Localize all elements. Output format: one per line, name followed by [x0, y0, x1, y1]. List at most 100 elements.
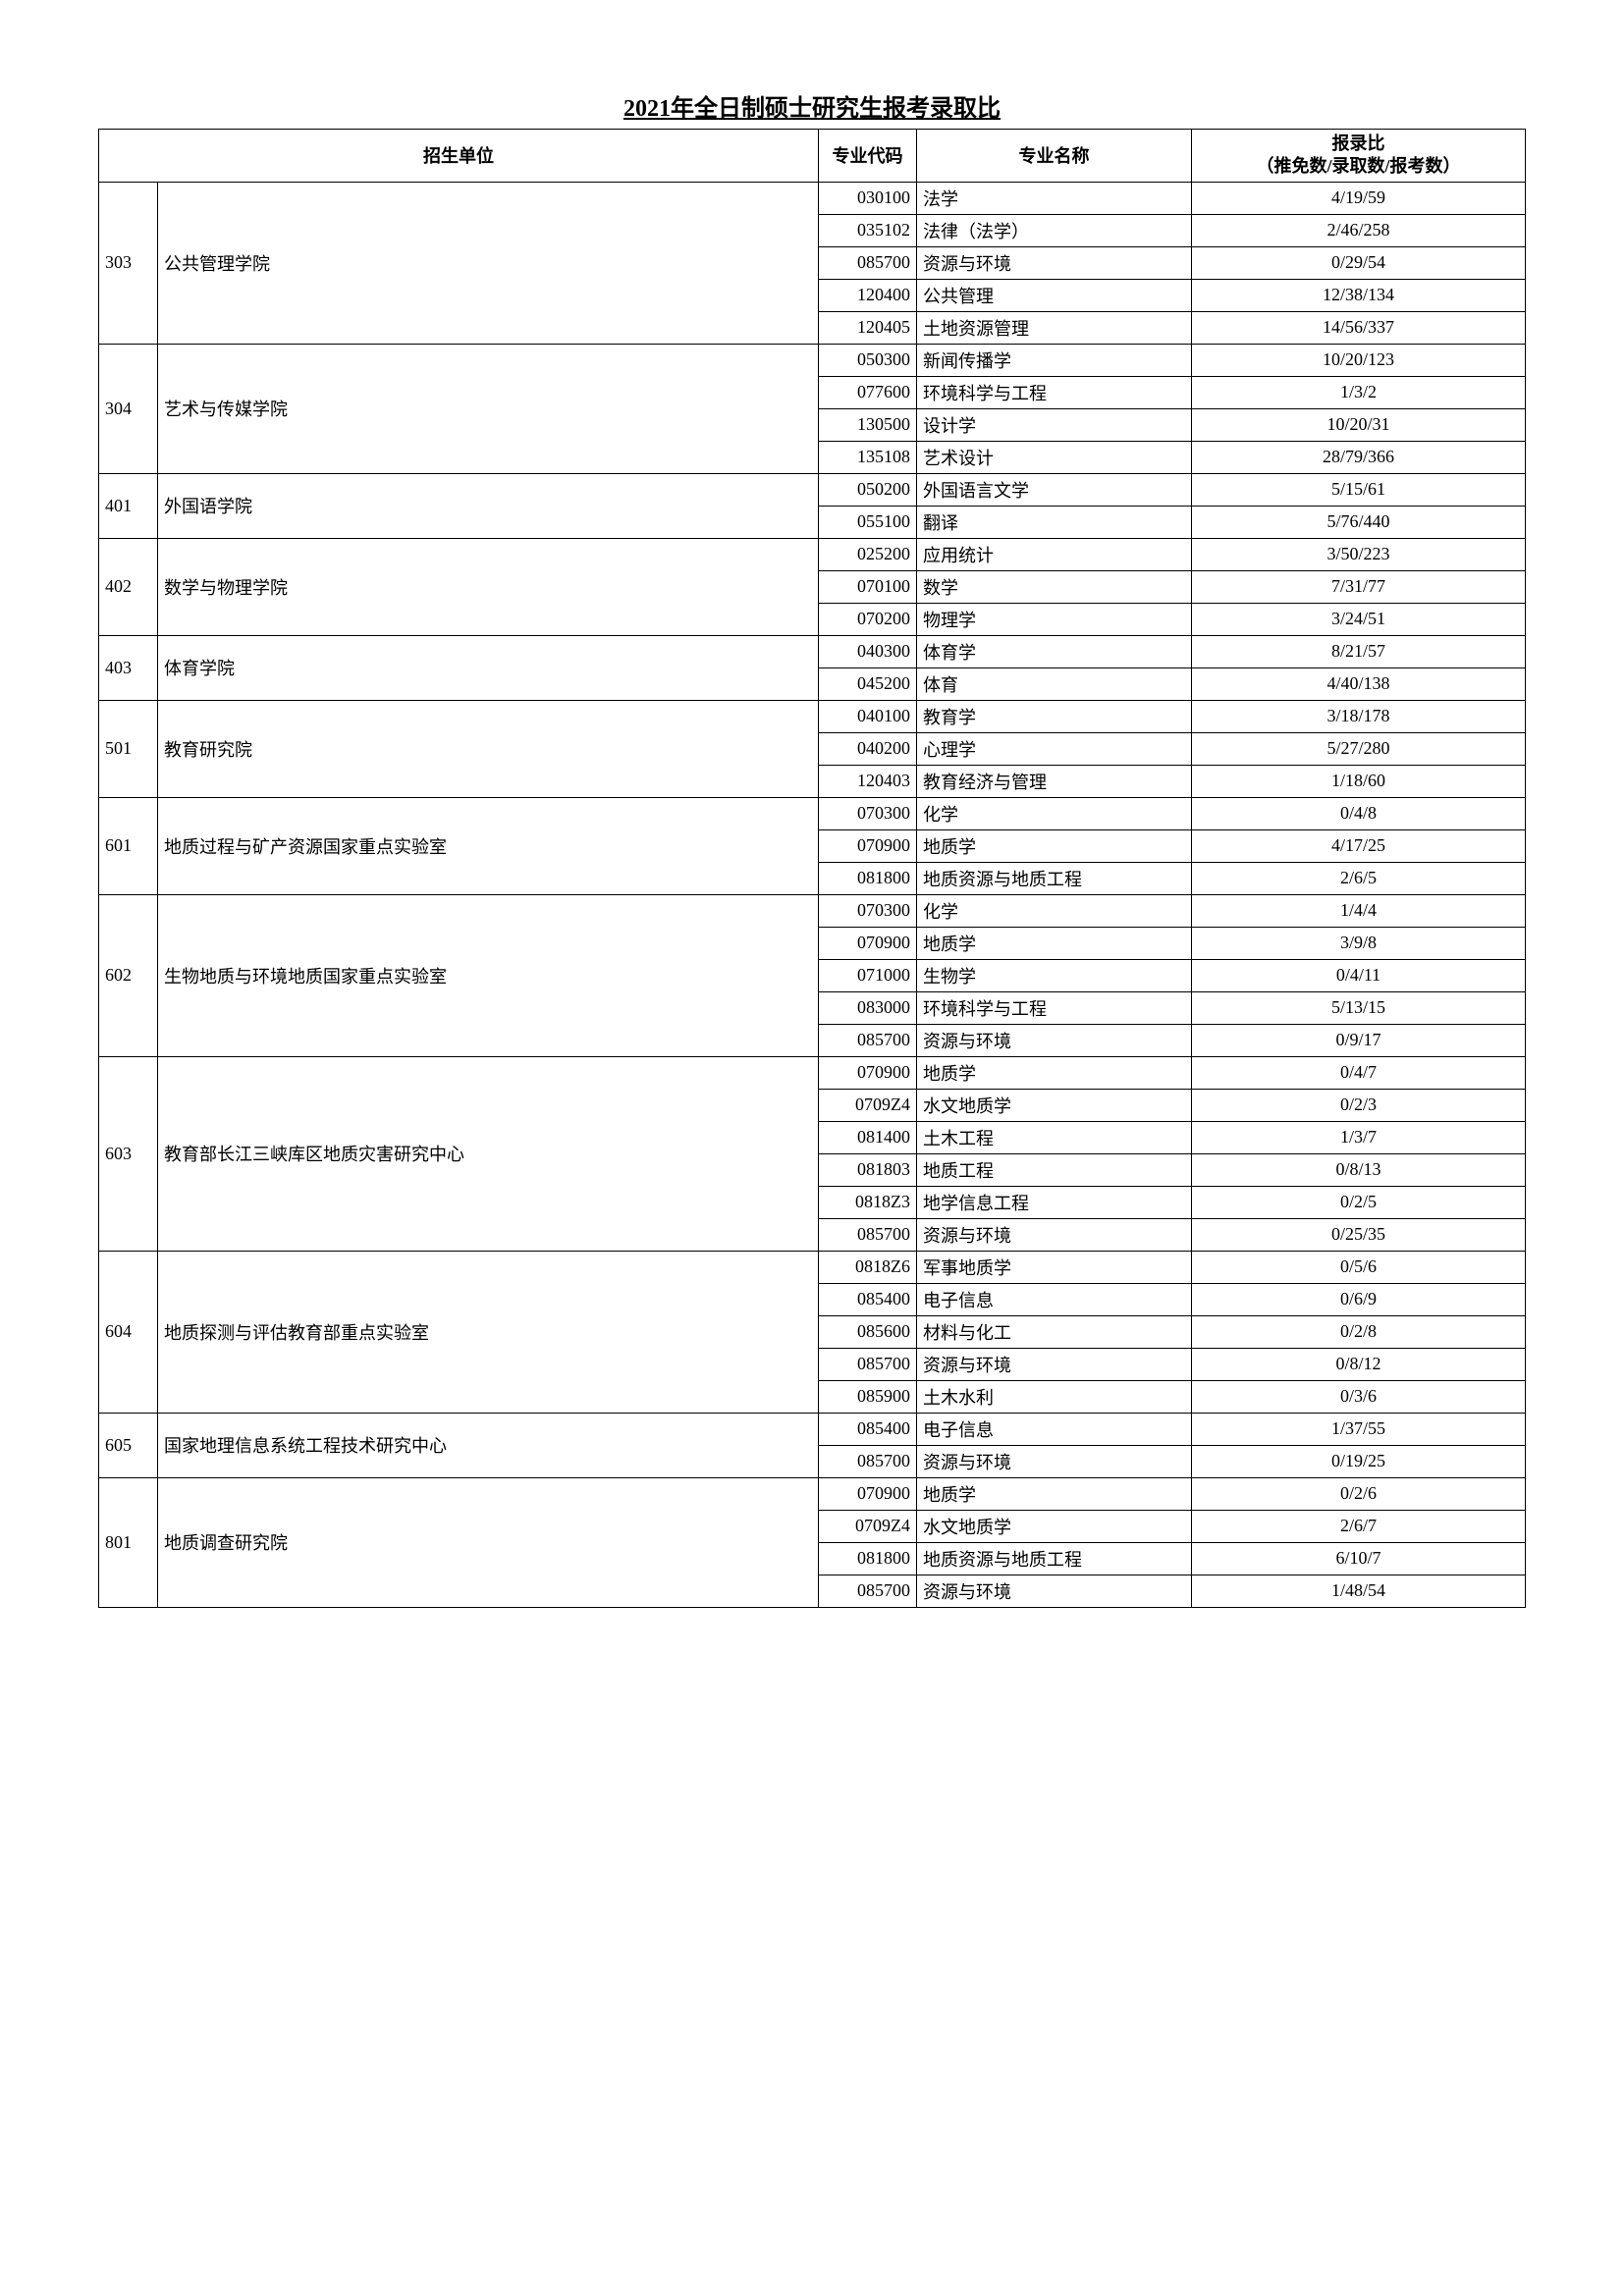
- major-code: 035102: [819, 214, 917, 246]
- header-ratio-line1: 报录比: [1332, 133, 1385, 153]
- ratio-value: 3/24/51: [1192, 603, 1526, 635]
- major-code: 045200: [819, 667, 917, 700]
- ratio-value: 0/29/54: [1192, 246, 1526, 279]
- major-code: 055100: [819, 506, 917, 538]
- ratio-value: 1/48/54: [1192, 1575, 1526, 1607]
- major-name: 资源与环境: [917, 1024, 1192, 1056]
- header-dept: 招生单位: [99, 130, 819, 183]
- major-code: 085700: [819, 1024, 917, 1056]
- ratio-value: 5/13/15: [1192, 991, 1526, 1024]
- major-code: 070900: [819, 1477, 917, 1510]
- major-code: 085900: [819, 1380, 917, 1413]
- major-name: 教育经济与管理: [917, 765, 1192, 797]
- major-code: 040200: [819, 732, 917, 765]
- major-code: 135108: [819, 441, 917, 473]
- major-name: 土木水利: [917, 1380, 1192, 1413]
- ratio-value: 0/4/11: [1192, 959, 1526, 991]
- major-name: 翻译: [917, 506, 1192, 538]
- ratio-value: 6/10/7: [1192, 1542, 1526, 1575]
- major-code: 040300: [819, 635, 917, 667]
- major-code: 070900: [819, 927, 917, 959]
- major-code: 120403: [819, 765, 917, 797]
- major-code: 081400: [819, 1121, 917, 1153]
- major-code: 130500: [819, 408, 917, 441]
- major-code: 0709Z4: [819, 1510, 917, 1542]
- major-name: 数学: [917, 570, 1192, 603]
- major-code: 085700: [819, 1445, 917, 1477]
- major-name: 环境科学与工程: [917, 991, 1192, 1024]
- major-code: 120400: [819, 279, 917, 311]
- ratio-value: 8/21/57: [1192, 635, 1526, 667]
- ratio-value: 5/27/280: [1192, 732, 1526, 765]
- major-code: 030100: [819, 182, 917, 214]
- major-name: 地质学: [917, 829, 1192, 862]
- ratio-value: 0/5/6: [1192, 1251, 1526, 1283]
- dept-code: 603: [99, 1056, 158, 1251]
- ratio-value: 2/46/258: [1192, 214, 1526, 246]
- major-code: 081800: [819, 1542, 917, 1575]
- ratio-value: 2/6/5: [1192, 862, 1526, 894]
- major-code: 120405: [819, 311, 917, 344]
- table-row: 304艺术与传媒学院050300新闻传播学10/20/123: [99, 344, 1526, 376]
- major-code: 025200: [819, 538, 917, 570]
- major-code: 0709Z4: [819, 1089, 917, 1121]
- ratio-value: 14/56/337: [1192, 311, 1526, 344]
- major-name: 军事地质学: [917, 1251, 1192, 1283]
- major-name: 公共管理: [917, 279, 1192, 311]
- header-ratio: 报录比 （推免数/录取数/报考数）: [1192, 130, 1526, 183]
- ratio-value: 10/20/123: [1192, 344, 1526, 376]
- major-name: 资源与环境: [917, 1348, 1192, 1380]
- dept-name: 数学与物理学院: [158, 538, 819, 635]
- table-row: 401外国语学院050200外国语言文学5/15/61: [99, 473, 1526, 506]
- dept-code: 403: [99, 635, 158, 700]
- major-name: 生物学: [917, 959, 1192, 991]
- ratio-value: 3/50/223: [1192, 538, 1526, 570]
- major-name: 应用统计: [917, 538, 1192, 570]
- ratio-value: 2/6/7: [1192, 1510, 1526, 1542]
- major-name: 体育: [917, 667, 1192, 700]
- major-code: 077600: [819, 376, 917, 408]
- ratio-value: 0/8/13: [1192, 1153, 1526, 1186]
- header-ratio-line2: （推免数/录取数/报考数）: [1256, 156, 1460, 176]
- major-code: 070100: [819, 570, 917, 603]
- dept-name: 艺术与传媒学院: [158, 344, 819, 473]
- ratio-value: 4/17/25: [1192, 829, 1526, 862]
- dept-name: 公共管理学院: [158, 182, 819, 344]
- dept-code: 604: [99, 1251, 158, 1413]
- ratio-value: 4/19/59: [1192, 182, 1526, 214]
- major-code: 085400: [819, 1413, 917, 1445]
- major-name: 水文地质学: [917, 1089, 1192, 1121]
- ratio-value: 0/19/25: [1192, 1445, 1526, 1477]
- dept-name: 教育研究院: [158, 700, 819, 797]
- ratio-value: 4/40/138: [1192, 667, 1526, 700]
- dept-code: 602: [99, 894, 158, 1056]
- major-code: 070900: [819, 1056, 917, 1089]
- ratio-value: 3/9/8: [1192, 927, 1526, 959]
- ratio-value: 3/18/178: [1192, 700, 1526, 732]
- table-row: 602生物地质与环境地质国家重点实验室070300化学1/4/4: [99, 894, 1526, 927]
- dept-name: 外国语学院: [158, 473, 819, 538]
- page-title: 2021年全日制硕士研究生报考录取比: [98, 88, 1526, 123]
- major-name: 教育学: [917, 700, 1192, 732]
- dept-code: 303: [99, 182, 158, 344]
- table-body: 303公共管理学院030100法学4/19/59035102法律（法学）2/46…: [99, 182, 1526, 1607]
- ratio-value: 1/3/7: [1192, 1121, 1526, 1153]
- dept-code: 501: [99, 700, 158, 797]
- ratio-value: 0/8/12: [1192, 1348, 1526, 1380]
- major-name: 心理学: [917, 732, 1192, 765]
- major-name: 体育学: [917, 635, 1192, 667]
- major-name: 设计学: [917, 408, 1192, 441]
- ratio-value: 10/20/31: [1192, 408, 1526, 441]
- major-name: 物理学: [917, 603, 1192, 635]
- ratio-value: 0/4/7: [1192, 1056, 1526, 1089]
- table-row: 801地质调查研究院070900地质学0/2/6: [99, 1477, 1526, 1510]
- ratio-value: 5/15/61: [1192, 473, 1526, 506]
- ratio-value: 0/2/5: [1192, 1186, 1526, 1218]
- ratio-value: 0/4/8: [1192, 797, 1526, 829]
- major-code: 050200: [819, 473, 917, 506]
- header-code: 专业代码: [819, 130, 917, 183]
- major-name: 资源与环境: [917, 1575, 1192, 1607]
- dept-name: 教育部长江三峡库区地质灾害研究中心: [158, 1056, 819, 1251]
- major-code: 050300: [819, 344, 917, 376]
- major-name: 地质工程: [917, 1153, 1192, 1186]
